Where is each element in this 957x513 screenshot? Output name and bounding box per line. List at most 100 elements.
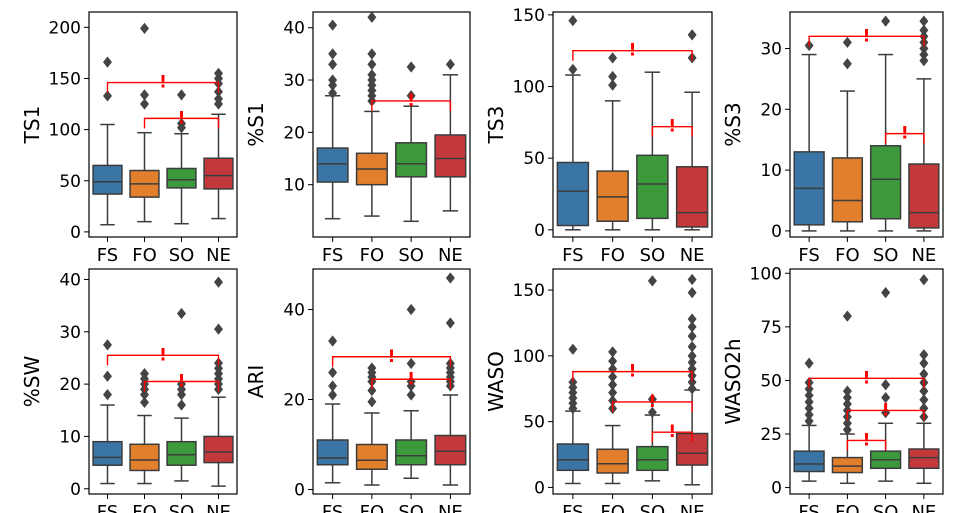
bracket-line xyxy=(143,380,220,392)
outlier-point xyxy=(328,48,338,60)
outlier-point xyxy=(687,287,697,299)
y-tick-label: 0 xyxy=(771,479,782,499)
outlier-point xyxy=(406,61,416,73)
x-tick-label: FS xyxy=(322,245,343,266)
iqr-box xyxy=(596,448,629,474)
outlier-point xyxy=(140,89,149,101)
y-tick-label: 50 xyxy=(760,371,782,391)
y-tick-label: 30 xyxy=(283,71,305,91)
outlier-point xyxy=(445,317,455,329)
outlier-point xyxy=(687,330,697,342)
box-fs xyxy=(316,335,349,484)
outlier-point xyxy=(214,276,223,288)
bracket-line xyxy=(651,431,693,443)
outlier-point xyxy=(406,90,416,102)
outlier-point xyxy=(177,117,186,130)
outlier-point xyxy=(608,346,618,358)
y-tick-label: 20 xyxy=(760,100,782,120)
outlier-point xyxy=(608,387,618,399)
iqr-box xyxy=(636,445,669,472)
iqr-box xyxy=(908,163,940,229)
significance-mark: ! xyxy=(159,345,167,365)
outlier-point xyxy=(328,58,338,70)
outlier-point xyxy=(328,389,338,401)
iqr-box xyxy=(831,456,864,474)
outlier-point xyxy=(608,394,618,407)
outlier-point xyxy=(687,341,697,353)
box-fo xyxy=(129,22,160,223)
significance-bracket: ! xyxy=(331,347,452,367)
y-axis-label: TS1 xyxy=(20,106,44,145)
x-tick-label: FS xyxy=(97,502,118,513)
outlier-point xyxy=(881,286,891,299)
outlier-point xyxy=(647,275,657,287)
significance-mark: ! xyxy=(648,392,656,412)
chart-panel-ts1: 0 50 100 150 200 TS1 FS FO SO NE!! xyxy=(20,11,238,266)
outlier-point xyxy=(103,370,112,382)
outlier-point xyxy=(881,15,891,27)
box-so xyxy=(166,307,197,482)
axes-frame xyxy=(789,268,944,495)
significance-mark: ! xyxy=(629,362,637,382)
y-tick-label: 0 xyxy=(70,480,81,500)
significance-mark: ! xyxy=(407,91,415,111)
bracket-line xyxy=(846,439,887,451)
significance-mark: ! xyxy=(863,368,871,388)
axes-frame xyxy=(88,11,238,238)
x-tick-label: NE xyxy=(911,502,936,513)
iqr-box xyxy=(434,134,467,178)
x-tick-label: NE xyxy=(206,502,231,513)
bracket-line xyxy=(846,409,925,421)
x-tick-label: FS xyxy=(798,502,819,513)
outlier-point xyxy=(177,89,186,101)
x-tick-label: SO xyxy=(398,502,424,513)
axes-frame xyxy=(312,11,471,238)
outlier-point xyxy=(687,376,697,388)
axes-frame xyxy=(789,11,944,238)
outlier-point xyxy=(842,58,852,70)
outlier-point xyxy=(919,55,929,67)
outlier-point xyxy=(919,42,929,55)
x-tick-label: SO xyxy=(873,502,899,513)
box-fo xyxy=(831,310,864,485)
y-tick-label: 0 xyxy=(534,478,545,498)
y-tick-label: 0 xyxy=(70,223,81,243)
significance-mark: ! xyxy=(668,117,676,137)
x-tick-label: FS xyxy=(97,245,118,266)
outlier-point xyxy=(647,406,657,419)
significance-bracket: ! xyxy=(808,368,925,389)
chart-panel-pct-s3: 0 10 20 30 %S3 FS FO SO NE!! xyxy=(721,11,944,266)
y-tick-label: 50 xyxy=(59,172,81,192)
axes-frame xyxy=(88,268,238,495)
iqr-box xyxy=(395,142,428,178)
x-tick-label: FO xyxy=(132,502,157,513)
outlier-point xyxy=(919,368,929,380)
box-fs xyxy=(92,339,123,485)
x-tick-label: FS xyxy=(322,502,343,513)
box-fo xyxy=(596,346,629,485)
iqr-box xyxy=(793,450,825,473)
significance-bracket: ! xyxy=(106,345,220,366)
x-tick-label: FO xyxy=(835,245,860,266)
iqr-box xyxy=(316,439,349,466)
outlier-point xyxy=(367,11,377,23)
significance-mark: ! xyxy=(668,422,676,442)
axes-frame xyxy=(312,268,471,495)
box-fs xyxy=(793,357,825,482)
iqr-box xyxy=(395,439,428,466)
outlier-point xyxy=(608,79,618,91)
y-axis-label: %S3 xyxy=(721,102,745,146)
x-tick-label: NE xyxy=(438,502,463,513)
box-fs xyxy=(793,39,825,232)
y-tick-label: 150 xyxy=(513,281,545,301)
outlier-point xyxy=(881,379,891,391)
outlier-point xyxy=(842,424,852,436)
outlier-point xyxy=(919,349,929,361)
iqr-box xyxy=(355,443,388,470)
box-ne xyxy=(203,67,234,220)
iqr-box xyxy=(92,440,123,466)
bracket-line xyxy=(331,356,452,367)
box-fo xyxy=(355,11,388,217)
outlier-point xyxy=(406,357,416,370)
